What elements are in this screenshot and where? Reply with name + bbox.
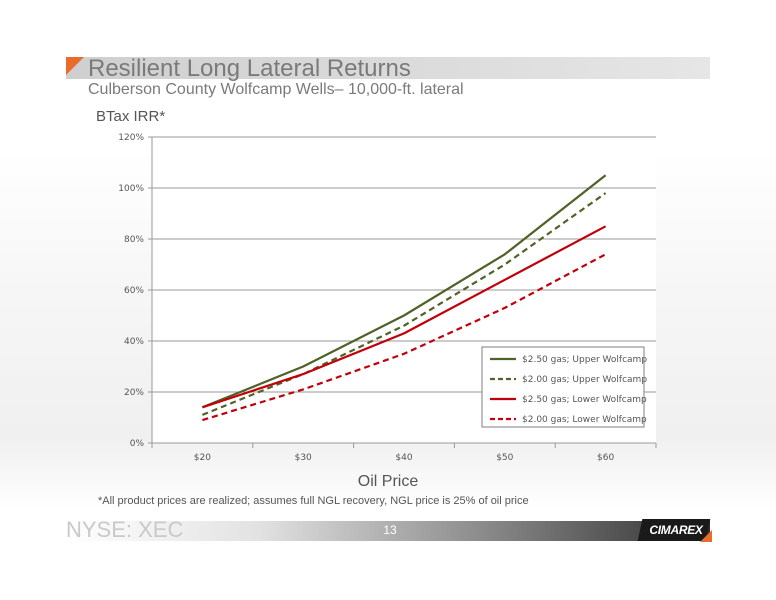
legend-label: $2.00 gas; Lower Wolfcamp <box>522 415 647 425</box>
y-tick-label: 40% <box>124 337 144 347</box>
footnote: *All product prices are realized; assume… <box>98 495 529 507</box>
x-tick-label: $30 <box>295 453 312 463</box>
company-logo-text: CIMAREX <box>649 523 703 537</box>
title-accent-triangle <box>66 57 84 75</box>
series-line-2 <box>201 192 607 416</box>
y-tick-label: 20% <box>124 388 144 398</box>
ticker-symbol: NYSE: XEC <box>66 517 184 542</box>
legend-box <box>481 346 645 428</box>
series-line-4 <box>202 253 607 422</box>
y-tick-label: 80% <box>124 235 144 245</box>
legend-label: $2.50 gas; Lower Wolfcamp <box>522 395 647 405</box>
logo-accent-triangle <box>700 530 712 542</box>
y-tick-label: 60% <box>124 286 144 296</box>
legend-label: $2.50 gas; Upper Wolfcamp <box>522 355 647 365</box>
x-tick-label: $50 <box>496 453 513 463</box>
legend-label: $2.00 gas; Upper Wolfcamp <box>522 375 647 385</box>
x-tick-label: $20 <box>194 453 211 463</box>
series-line-1 <box>201 174 607 409</box>
x-tick-label: $40 <box>395 453 412 463</box>
x-axis-label: Oil Price <box>357 473 419 490</box>
x-tick-label: $60 <box>597 453 614 463</box>
y-tick-label: 0% <box>130 439 145 449</box>
title-bar <box>66 57 710 79</box>
slide-title: Resilient Long Lateral Returns <box>88 55 411 82</box>
y-axis-label: BTax IRR* <box>96 108 166 125</box>
y-tick-label: 100% <box>118 184 144 194</box>
slide-subtitle: Culberson County Wolfcamp Wells– 10,000-… <box>88 81 464 98</box>
series-line-3 <box>202 225 607 409</box>
y-tick-label: 120% <box>118 133 144 143</box>
page-number: 13 <box>383 523 397 537</box>
footer-bar <box>66 521 710 541</box>
